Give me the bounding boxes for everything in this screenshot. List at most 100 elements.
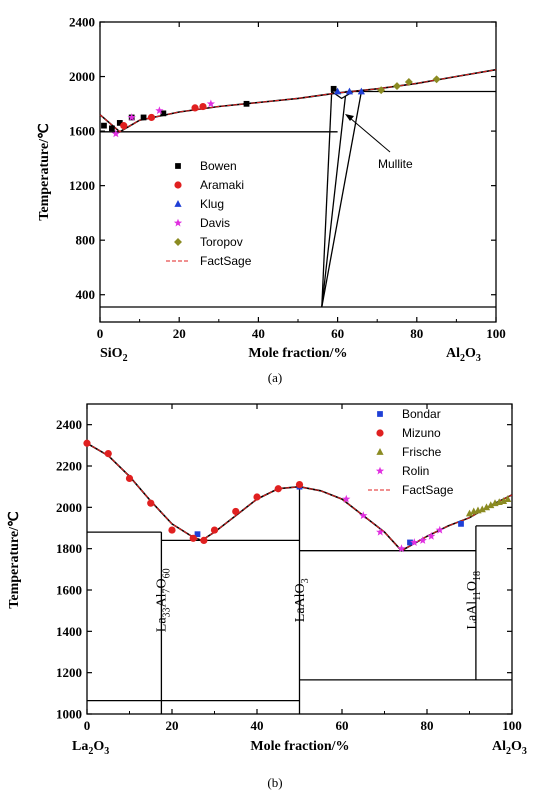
a-point-aramaki [120,122,128,130]
a-point-bowen [243,100,250,107]
panel-b-legend: Bondar Mizuno Frische Rolin FactSage [368,407,454,497]
b-y-tick-label: 2400 [56,417,82,432]
panel-a-x-axis-label: Mole fraction/% [248,346,347,361]
a-point-bowen [330,85,337,92]
a-x-tick-label: 80 [410,326,423,341]
b-point-mizuno [232,507,240,516]
b-point-rolin [435,525,444,534]
panel-a-legend: Bowen Aramaki Klug Davis Toropov FactSage [166,159,252,268]
panel-a-plot-frame [99,21,497,323]
b-legend-bondar-swatch [377,411,383,417]
b-point-frische [478,505,486,513]
b-point-rolin [359,511,368,520]
b-legend-frische-label: Frische [402,445,442,459]
a-legend-aramaki-label: Aramaki [200,178,244,192]
b-point-bondar [407,539,413,546]
a-point-davis [206,99,215,108]
a-x-tick-label: 100 [486,326,506,341]
b-x-tick-label: 40 [251,718,264,733]
a-y-tick-label: 1600 [69,124,95,139]
b-point-rolin [427,531,436,540]
a-point-klug [345,87,354,95]
b-legend-rolin-label: Rolin [402,464,429,478]
a-legend-factsage-label: FactSage [200,254,252,268]
a-y-tick-label: 400 [76,287,96,302]
b-point-mizuno [147,499,155,507]
b-y-tick-label: 1800 [56,541,82,556]
a-point-aramaki [199,102,207,111]
b-x-tick-label: 80 [421,718,434,733]
panel-b-left-component: La2O3 [72,739,109,757]
a-point-bowen [116,120,123,126]
panel-a-mullite-arrow [349,117,391,153]
b-y-tick-label: 1000 [56,707,82,722]
a-point-bowen [101,122,107,129]
a-y-tick-label: 2400 [69,15,95,30]
b-point-frische [504,495,512,502]
panel-b-x-axis-label: Mole fraction/% [250,739,349,754]
a-legend-aramaki-swatch [174,181,182,189]
b-legend-factsage-label: FactSage [402,483,454,497]
a-boundary-line-6 [321,91,363,308]
b-legend-mizuno-label: Mizuno [402,426,441,440]
a-legend-bowen-label: Bowen [200,159,237,173]
b-phase-label-0: La33Al7O60 [155,568,173,632]
b-point-mizuno [125,474,134,482]
b-phase-label-2: LaAl11O18 [465,571,483,630]
b-point-frische [499,497,508,505]
panel-b-y-axis-label: Temperature/℃ [7,511,22,609]
a-point-davis [127,113,136,121]
panel-a: 0 20 40 60 80 100 400 800 1200 1600 2000 2400 Mole… [37,15,506,386]
panel-b-data-points [83,439,512,553]
b-x-tick-label: 20 [166,718,179,733]
panel-a-data-points [101,75,441,138]
a-legend-toropov-swatch [174,238,182,246]
b-phase-label-1: LaAlO3 [293,578,311,622]
a-legend-bowen-swatch [175,163,181,169]
panel-b-phase-boundaries [87,486,512,714]
panel-a-mullite-arrowhead [345,114,354,121]
b-x-tick-label: 0 [84,718,91,733]
panel-a-phase-boundaries [100,90,496,308]
panel-b: 0 20 40 60 80 100 1000 1200 1400 1600 1800 2000 220… [7,403,527,790]
b-point-mizuno [104,450,112,458]
b-point-mizuno [295,481,304,489]
b-point-frische [487,501,495,509]
b-point-rolin [342,494,351,503]
b-y-tick-label: 1200 [56,665,82,680]
a-point-bowen [160,110,167,117]
a-point-toropov [377,86,386,95]
b-point-bondar [194,531,201,538]
a-y-tick-label: 800 [76,233,96,248]
b-legend-mizuno-swatch [376,429,384,437]
b-point-rolin [376,527,385,536]
panel-a-y-ticks: 400 800 1200 1600 2000 2400 [69,15,496,302]
a-legend-klug-swatch [174,200,182,207]
panel-b-y-ticks: 1000 1200 1400 1600 1800 2000 2200 2400 [56,417,512,722]
a-y-tick-label: 1200 [69,178,95,193]
b-point-frische [482,503,491,511]
panel-a-y-axis-label: Temperature/℃ [37,123,52,221]
b-point-bondar [458,520,464,527]
b-legend-frische-swatch [376,448,384,455]
a-x-tick-label: 40 [252,326,265,341]
b-point-rolin [410,538,419,546]
b-point-mizuno [200,536,208,545]
b-point-mizuno [253,493,261,501]
b-point-mizuno [189,534,197,542]
b-x-tick-label: 60 [336,718,349,733]
a-point-toropov [432,75,441,84]
a-x-tick-label: 0 [97,326,104,341]
a-boundary-line-4 [321,95,347,308]
panel-a-right-component: Al2O3 [446,346,481,364]
b-legend-rolin-swatch [375,466,385,475]
b-point-rolin [397,544,406,553]
b-point-mizuno [168,526,176,534]
a-point-bowen [109,125,115,132]
panel-b-factsage-line [86,442,513,552]
a-legend-toropov-label: Toropov [200,235,243,249]
panel-b-caption: (b) [267,775,282,790]
b-y-tick-label: 1600 [56,583,82,598]
b-x-tick-label: 100 [502,718,522,733]
